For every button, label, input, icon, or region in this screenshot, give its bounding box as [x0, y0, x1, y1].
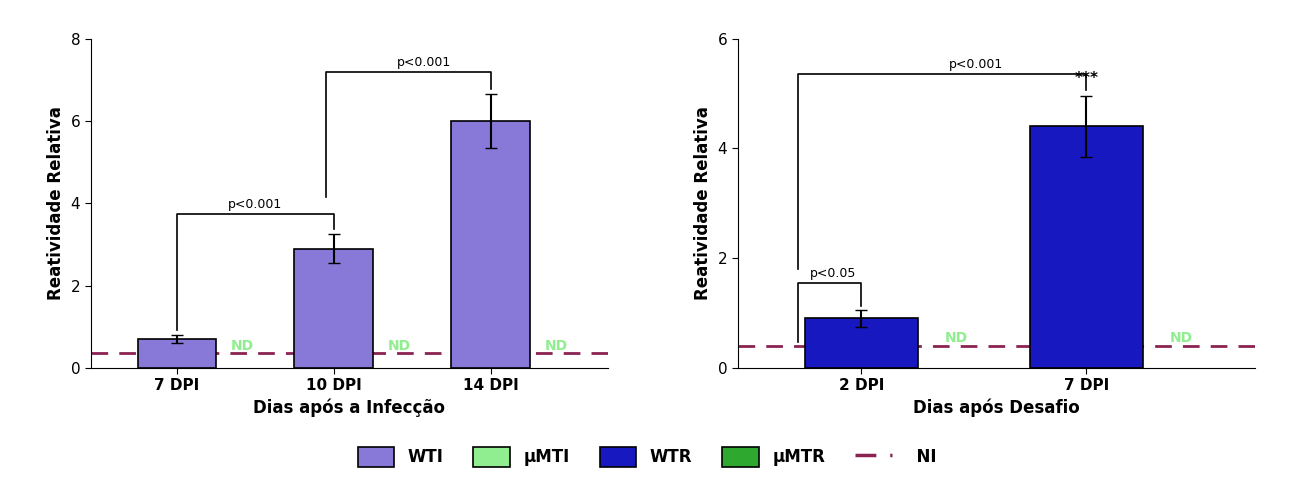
- Text: p<0.001: p<0.001: [228, 197, 282, 211]
- Bar: [452, 121, 529, 368]
- Text: ND: ND: [232, 339, 255, 353]
- Y-axis label: Reatividade Relativa: Reatividade Relativa: [47, 106, 65, 300]
- Legend: WTI, μMTI, WTR, μMTR,   NI: WTI, μMTI, WTR, μMTR, NI: [351, 440, 943, 473]
- Bar: [1030, 126, 1143, 368]
- Text: ***: ***: [1074, 72, 1099, 87]
- Text: ND: ND: [945, 331, 968, 345]
- Text: p<0.001: p<0.001: [397, 56, 452, 69]
- Bar: [137, 339, 216, 368]
- Text: p<0.001: p<0.001: [949, 58, 1003, 71]
- X-axis label: Dias após Desafio: Dias após Desafio: [914, 399, 1079, 417]
- Text: ND: ND: [388, 339, 411, 353]
- Text: p<0.05: p<0.05: [810, 267, 855, 280]
- Bar: [295, 249, 373, 368]
- Y-axis label: Reatividade Relativa: Reatividade Relativa: [694, 106, 712, 300]
- Text: ND: ND: [1170, 331, 1193, 345]
- Text: ND: ND: [545, 339, 568, 353]
- X-axis label: Dias após a Infecção: Dias após a Infecção: [254, 399, 445, 417]
- Bar: [805, 318, 917, 368]
